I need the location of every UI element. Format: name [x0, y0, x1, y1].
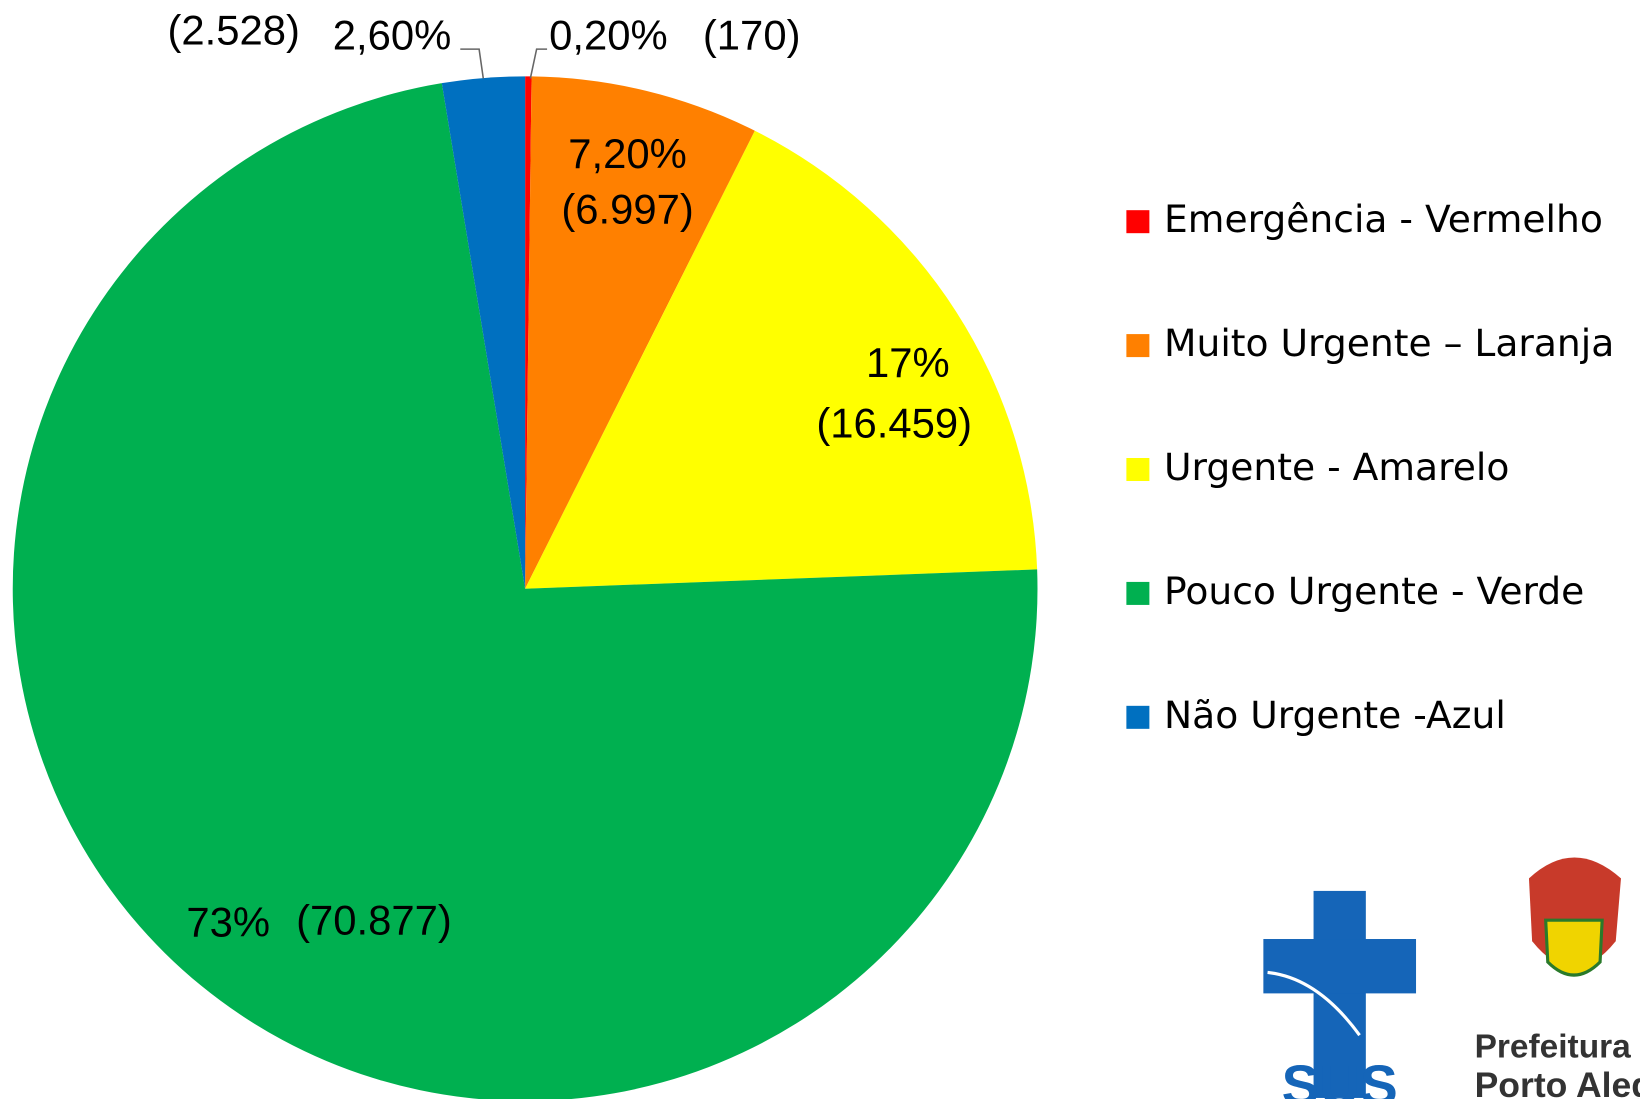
- pie-slice: [525, 130, 1038, 589]
- pie-slice: [525, 76, 755, 589]
- shield: [1544, 918, 1604, 977]
- sus-map-line: [1267, 970, 1361, 1037]
- sus-cross: [1263, 939, 1417, 994]
- prefeitura-text: Prefeitura: [1475, 1029, 1632, 1066]
- legend-swatch: [1126, 210, 1150, 234]
- pie-slice: [12, 83, 1038, 1099]
- legend-swatch: [1126, 458, 1150, 482]
- data-label: 0,20%: [549, 12, 668, 59]
- sus-text: SUS: [1282, 1054, 1398, 1099]
- legend-label: Pouco Urgente - Verde: [1164, 569, 1584, 613]
- legend-label: Emergência - Vermelho: [1164, 197, 1603, 241]
- data-label: 2,60%: [333, 12, 452, 59]
- data-label: 7,20%: [568, 130, 687, 177]
- data-label: 17%: [866, 339, 950, 386]
- pie-slice: [441, 76, 526, 589]
- legend-swatch: [1126, 581, 1150, 605]
- count-label: (6.997): [561, 185, 693, 232]
- count-label: (170): [703, 12, 801, 59]
- leader-line: [460, 48, 485, 79]
- data-label: 73%: [186, 898, 270, 945]
- pie-slice: [525, 76, 532, 589]
- sus-logo: SUS: [1263, 890, 1417, 1099]
- count-label: (2.528): [168, 7, 300, 54]
- leader-line: [529, 48, 548, 79]
- legend-swatch: [1126, 705, 1150, 729]
- count-label: (70.877): [296, 896, 452, 943]
- legend-label: Não Urgente -Azul: [1164, 693, 1506, 737]
- legend-label: Muito Urgente – Laranja: [1164, 321, 1614, 365]
- count-label: (16.459): [816, 400, 972, 447]
- legend-label: Urgente - Amarelo: [1164, 445, 1509, 489]
- prefeitura-logo: Prefeitura Porto Aleg: [1475, 857, 1640, 1099]
- city-text: Porto Aleg: [1475, 1065, 1640, 1099]
- legend-swatch: [1126, 334, 1150, 358]
